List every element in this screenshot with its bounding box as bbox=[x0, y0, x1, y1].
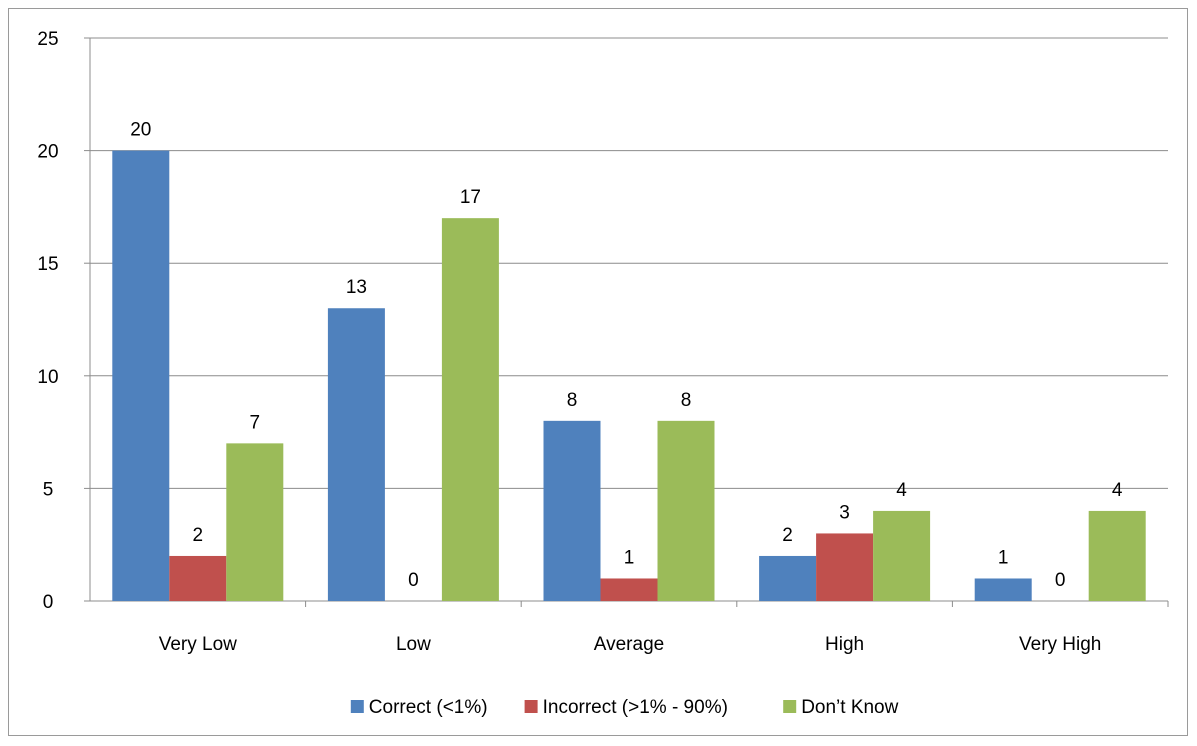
bar bbox=[974, 578, 1032, 601]
data-label: 8 bbox=[567, 390, 578, 411]
data-label: 1 bbox=[998, 547, 1009, 568]
bar bbox=[327, 308, 385, 601]
legend-label: Correct (<1%) bbox=[369, 697, 488, 718]
x-tick-label: Very Low bbox=[159, 634, 237, 655]
y-tick-label: 0 bbox=[43, 592, 54, 613]
x-tick-label: High bbox=[825, 634, 864, 655]
data-label: 2 bbox=[782, 525, 793, 546]
x-tick-label: Low bbox=[396, 634, 431, 655]
data-label: 0 bbox=[408, 570, 419, 591]
bar bbox=[112, 150, 170, 601]
legend-label: Don’t Know bbox=[801, 697, 898, 718]
data-label: 8 bbox=[681, 390, 692, 411]
data-label: 20 bbox=[130, 120, 151, 141]
bar bbox=[441, 218, 499, 601]
bar bbox=[226, 443, 284, 601]
bar bbox=[543, 420, 601, 601]
y-tick-label: 5 bbox=[43, 479, 54, 500]
data-label: 13 bbox=[346, 277, 367, 298]
bar bbox=[759, 555, 817, 601]
legend-swatch bbox=[524, 700, 538, 713]
data-label: 0 bbox=[1055, 570, 1066, 591]
bar bbox=[657, 420, 715, 601]
x-tick-label: Very High bbox=[1019, 634, 1101, 655]
data-label: 4 bbox=[896, 480, 907, 501]
bar bbox=[816, 533, 874, 601]
legend-swatch bbox=[350, 700, 364, 713]
y-tick-label: 20 bbox=[37, 142, 58, 163]
legend-swatch bbox=[783, 700, 797, 713]
bar bbox=[873, 510, 931, 601]
bar bbox=[169, 555, 227, 601]
y-tick-label: 10 bbox=[37, 367, 58, 388]
bar bbox=[600, 578, 658, 601]
data-label: 17 bbox=[460, 187, 481, 208]
legend-label: Incorrect (>1% - 90%) bbox=[543, 697, 728, 718]
y-tick-label: 15 bbox=[37, 254, 58, 275]
data-label: 7 bbox=[250, 412, 261, 433]
chart-frame bbox=[8, 8, 1188, 736]
data-label: 3 bbox=[839, 502, 850, 523]
y-tick-label: 25 bbox=[37, 29, 58, 50]
bar bbox=[1088, 510, 1146, 601]
data-label: 4 bbox=[1112, 480, 1123, 501]
x-tick-label: Average bbox=[594, 634, 664, 655]
data-label: 2 bbox=[193, 525, 204, 546]
data-label: 1 bbox=[624, 547, 635, 568]
